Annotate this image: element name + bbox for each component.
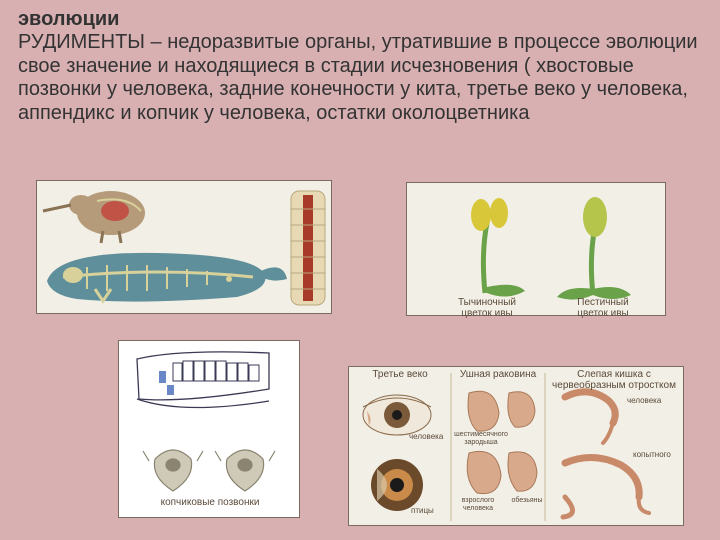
body-text: РУДИМЕНТЫ – недоразвитые органы, утратив… xyxy=(18,31,702,125)
slide: эволюции РУДИМЕНТЫ – недоразвитые органы… xyxy=(0,0,720,540)
vertebrae-illustration xyxy=(119,341,301,519)
rudiments-head-2: Ушная раковина xyxy=(453,369,543,380)
rudiments-head-3: Слепая кишка с червеобразным отростком xyxy=(547,369,681,391)
label-embryo: шестимесячного зародыша xyxy=(453,431,509,446)
vertebrae-caption: копчиковые позвонки xyxy=(155,497,265,508)
heading: эволюции xyxy=(18,8,702,31)
label-human-app: человека xyxy=(627,397,677,406)
whale-bird-illustration xyxy=(37,181,333,315)
label-adult: взрослого человека xyxy=(453,497,503,512)
panel-flowers: Тычиночный цветок ивы Пестичный цветок и… xyxy=(406,182,666,316)
label-monkey: обезьяны xyxy=(507,497,547,505)
label-ungulate: копытного xyxy=(633,451,683,460)
panel-vertebrae: копчиковые позвонки xyxy=(118,340,300,518)
panel-rudiments: Третье веко Ушная раковина Слепая кишка … xyxy=(348,366,684,526)
flower-caption-right: Пестичный цветок ивы xyxy=(563,297,643,319)
flower-caption-left: Тычиночный цветок ивы xyxy=(447,297,527,319)
label-bird-eye: птицы xyxy=(411,507,447,516)
panel-whale-bird xyxy=(36,180,332,314)
label-human-eye: человека xyxy=(409,433,449,442)
rudiments-head-1: Третье веко xyxy=(353,369,447,380)
